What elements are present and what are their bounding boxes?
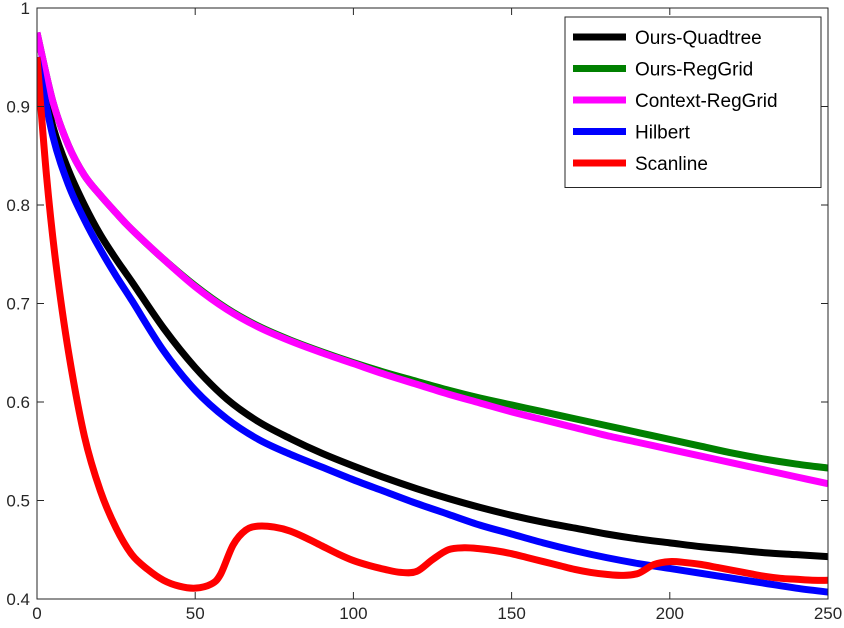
x-tick-label: 50 — [186, 604, 205, 623]
series-line-scanline — [37, 56, 828, 592]
x-tick-label: 100 — [339, 604, 367, 623]
legend-label-hilbert: Hilbert — [635, 123, 691, 144]
legend-label-context-reggrid: Context-RegGrid — [635, 91, 778, 112]
y-tick-label: 0.4 — [6, 590, 30, 609]
y-tick-label: 0.6 — [6, 393, 30, 412]
legend-label-scanline: Scanline — [635, 154, 708, 175]
x-tick-label: 200 — [656, 604, 684, 623]
y-tick-label: 1 — [21, 0, 30, 18]
x-tick-label: 250 — [814, 604, 842, 623]
y-tick-label: 0.9 — [6, 98, 30, 117]
y-tick-label: 0.5 — [6, 492, 30, 511]
plot-lines — [37, 31, 828, 596]
series-line-ours-quadtree — [37, 56, 828, 561]
x-tick-label: 150 — [497, 604, 525, 623]
axes: 0 50 100 150 200 250 0.4 0.5 0.6 0.7 0.8 0.9 1 — [6, 0, 842, 623]
y-tick-label: 0.7 — [6, 295, 30, 314]
y-tick-label: 0.8 — [6, 196, 30, 215]
legend: Ours-Quadtree Ours-RegGrid Context-RegGrid… — [564, 16, 822, 188]
legend-label-ours-quadtree: Ours-Quadtree — [635, 28, 762, 49]
series-line-context-reggrid — [37, 31, 828, 488]
x-tick-label: 0 — [32, 604, 41, 623]
legend-label-ours-reggrid: Ours-RegGrid — [635, 60, 753, 81]
series-line-hilbert — [37, 56, 828, 596]
